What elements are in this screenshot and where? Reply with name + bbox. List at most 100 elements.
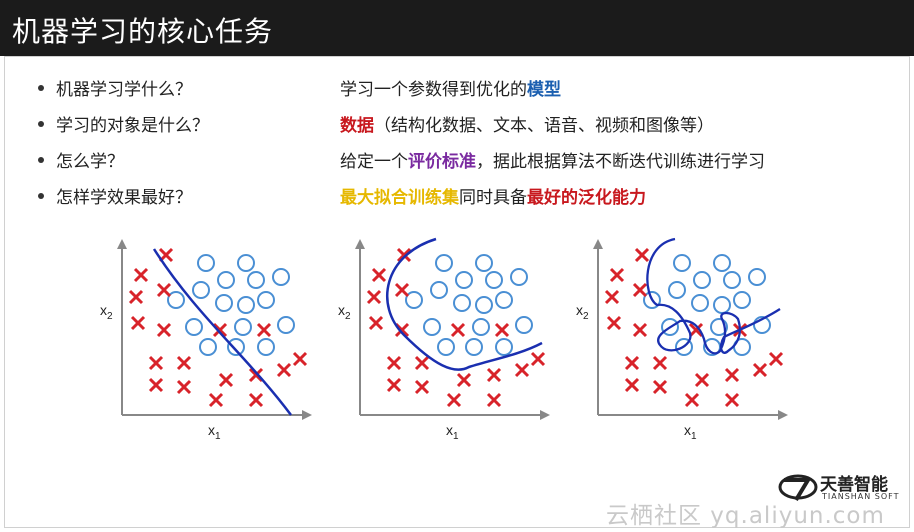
cross-marker bbox=[652, 379, 668, 395]
circle-marker bbox=[713, 254, 731, 272]
cross-marker bbox=[256, 322, 272, 338]
y-axis-arrow-icon bbox=[593, 239, 603, 249]
cross-marker bbox=[128, 289, 144, 305]
cross-marker bbox=[606, 315, 622, 331]
bullet-icon bbox=[38, 157, 44, 163]
bullet-icon bbox=[38, 193, 44, 199]
circle-marker bbox=[465, 338, 483, 356]
cross-marker bbox=[494, 322, 510, 338]
answer-highlight: 评价标准 bbox=[408, 152, 476, 172]
y-axis-label: x2 bbox=[100, 302, 113, 322]
circle-marker bbox=[185, 318, 203, 336]
circle-marker bbox=[192, 281, 210, 299]
cross-marker bbox=[446, 392, 462, 408]
cross-marker bbox=[624, 355, 640, 371]
circle-marker bbox=[197, 254, 215, 272]
circle-marker bbox=[710, 318, 728, 336]
circle-marker bbox=[199, 338, 217, 356]
cross-marker bbox=[634, 247, 650, 263]
cross-marker bbox=[276, 362, 292, 378]
cross-marker bbox=[371, 267, 387, 283]
circle-marker bbox=[423, 318, 441, 336]
circle-marker bbox=[247, 271, 265, 289]
circle-marker bbox=[723, 271, 741, 289]
answer-highlight: 最好的泛化能力 bbox=[527, 188, 646, 208]
plot-linear-boundary: x2 x1 bbox=[100, 239, 312, 442]
circle-marker bbox=[475, 254, 493, 272]
circle-marker bbox=[237, 254, 255, 272]
cross-marker bbox=[130, 315, 146, 331]
circle-marker bbox=[257, 338, 275, 356]
circle-marker bbox=[405, 291, 423, 309]
circle-marker bbox=[691, 294, 709, 312]
circle-marker bbox=[515, 316, 533, 334]
x-axis-arrow-icon bbox=[302, 410, 312, 420]
logo-subtitle: TIANSHAN SOFT bbox=[822, 492, 900, 501]
answer-segment: 同时具备 bbox=[459, 188, 527, 208]
circle-marker bbox=[668, 281, 686, 299]
circle-marker bbox=[215, 294, 233, 312]
cross-marker bbox=[386, 377, 402, 393]
circle-marker bbox=[673, 254, 691, 272]
cross-marker bbox=[609, 267, 625, 283]
circle-marker bbox=[272, 268, 290, 286]
y-axis-label: x2 bbox=[576, 302, 589, 322]
question-text: 机器学习学什么？ bbox=[56, 80, 192, 100]
cross-marker bbox=[133, 267, 149, 283]
circle-marker bbox=[430, 281, 448, 299]
cross-marker bbox=[632, 282, 648, 298]
cross-marker bbox=[514, 362, 530, 378]
answer-segment: 学习一个参数得到优化的 bbox=[340, 80, 527, 100]
cross-marker bbox=[148, 355, 164, 371]
cross-marker bbox=[248, 392, 264, 408]
cross-marker bbox=[752, 362, 768, 378]
circle-marker bbox=[227, 338, 245, 356]
cross-marker bbox=[396, 247, 412, 263]
cross-marker bbox=[694, 372, 710, 388]
cross-marker bbox=[684, 392, 700, 408]
circle-marker bbox=[748, 268, 766, 286]
circle-marker bbox=[510, 268, 528, 286]
cross-marker bbox=[176, 355, 192, 371]
title-bar: 机器学习的核心任务 bbox=[0, 0, 914, 56]
cross-marker bbox=[624, 377, 640, 393]
question-item: 学习的对象是什么？ bbox=[38, 114, 209, 138]
slide-frame bbox=[4, 56, 910, 528]
cross-marker bbox=[724, 392, 740, 408]
decision-boundary-curve bbox=[386, 237, 543, 371]
circle-marker bbox=[643, 291, 661, 309]
decision-boundary-line bbox=[152, 248, 292, 416]
answer-text: 给定一个评价标准，据此根据算法不断迭代训练进行学习 bbox=[340, 150, 765, 174]
answer-text: 最大拟合训练集同时具备最好的泛化能力 bbox=[340, 186, 646, 210]
answer-segment: ，据此根据算法不断迭代训练进行学习 bbox=[476, 152, 765, 172]
circle-marker bbox=[495, 338, 513, 356]
answer-text: 学习一个参数得到优化的模型 bbox=[340, 78, 561, 102]
watermark: 云栖社区 yq.aliyun.com bbox=[606, 503, 885, 529]
tianshan-logo-icon bbox=[778, 474, 818, 502]
circle-marker bbox=[733, 291, 751, 309]
question-item: 怎样学效果最好？ bbox=[38, 186, 192, 210]
decision-boundary-overfit bbox=[646, 237, 781, 355]
question-item: 怎么学？ bbox=[38, 150, 124, 174]
circle-marker bbox=[237, 296, 255, 314]
circle-marker bbox=[472, 318, 490, 336]
plot-good-fit-boundary: x2 x1 bbox=[338, 237, 550, 442]
x-axis-label: x1 bbox=[446, 422, 459, 442]
cross-marker bbox=[176, 379, 192, 395]
cross-marker bbox=[156, 322, 172, 338]
circle-marker bbox=[167, 291, 185, 309]
cross-marker bbox=[368, 315, 384, 331]
circle-marker bbox=[713, 296, 731, 314]
cross-marker bbox=[652, 355, 668, 371]
cross-marker bbox=[292, 351, 308, 367]
plot-overfit-boundary: x2 x1 bbox=[576, 237, 788, 442]
circle-marker bbox=[234, 318, 252, 336]
circle-marker bbox=[693, 271, 711, 289]
bullet-icon bbox=[38, 85, 44, 91]
cross-marker bbox=[394, 282, 410, 298]
cross-marker bbox=[208, 392, 224, 408]
circle-marker bbox=[257, 291, 275, 309]
circle-marker bbox=[495, 291, 513, 309]
question-text: 学习的对象是什么？ bbox=[56, 116, 209, 136]
cross-marker bbox=[386, 355, 402, 371]
